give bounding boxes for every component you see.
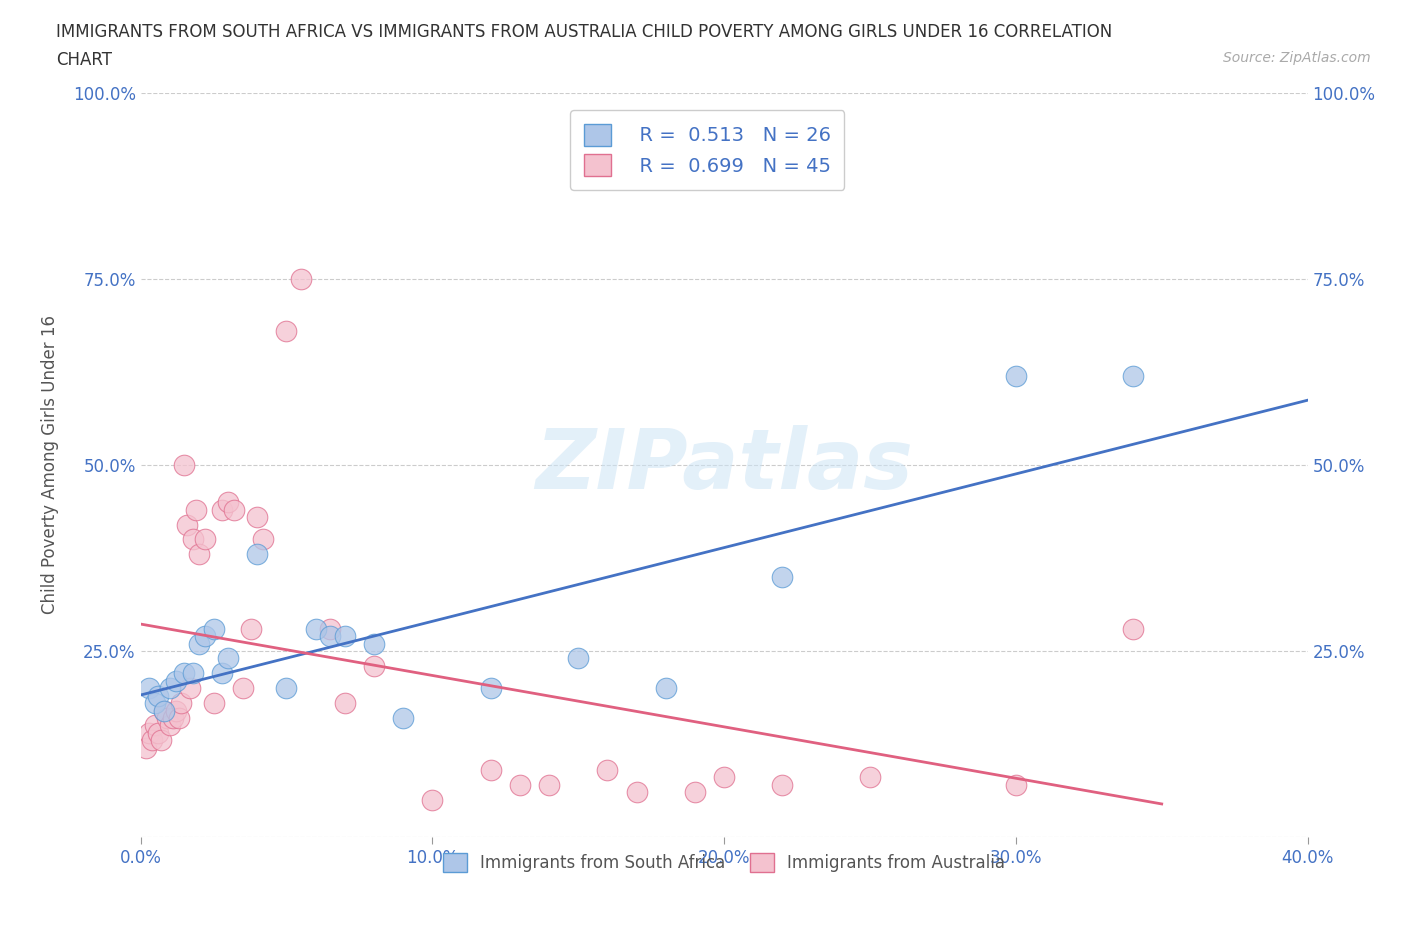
Point [290,272,312,286]
Point [538,777,561,792]
Point [135,740,157,755]
Text: IMMIGRANTS FROM SOUTH AFRICA VS IMMIGRANTS FROM AUSTRALIA CHILD POVERTY AMONG GI: IMMIGRANTS FROM SOUTH AFRICA VS IMMIGRAN… [56,23,1112,41]
Point [232,681,254,696]
Point [422,792,444,807]
Point [194,629,217,644]
Point [165,673,187,688]
Point [596,763,619,777]
Point [211,502,233,517]
Point [509,777,531,792]
Text: ZIPatlas: ZIPatlas [536,424,912,506]
Text: CHART: CHART [56,51,112,69]
Point [188,547,211,562]
Point [333,696,356,711]
Point [392,711,415,725]
Point [363,636,385,651]
Point [194,532,217,547]
Point [165,703,187,718]
Point [713,770,735,785]
Point [159,718,181,733]
Point [319,621,342,636]
Point [141,733,163,748]
Point [1122,621,1144,636]
Point [246,547,269,562]
Point [188,636,211,651]
Point [240,621,263,636]
Point [363,658,385,673]
Point [138,725,160,740]
Point [1122,368,1144,383]
Point [222,502,245,517]
Y-axis label: Child Poverty Among Girls Under 16: Child Poverty Among Girls Under 16 [41,315,59,615]
Point [479,681,502,696]
Point [167,711,190,725]
Text: Source: ZipAtlas.com: Source: ZipAtlas.com [1223,51,1371,65]
Point [156,711,179,725]
Point [252,532,274,547]
Point [162,711,184,725]
Point [276,681,298,696]
Point [143,696,166,711]
Point [181,532,204,547]
Point [202,621,225,636]
Point [626,785,648,800]
Point [772,569,794,584]
Point [1005,777,1028,792]
Point [333,629,356,644]
Point [246,510,269,525]
Point [176,517,198,532]
Point [170,696,193,711]
Point [181,666,204,681]
Point [567,651,589,666]
Point [683,785,706,800]
Point [319,629,342,644]
Point [276,324,298,339]
Point [150,733,173,748]
Point [179,681,201,696]
Point [173,458,195,472]
Point [159,681,181,696]
Point [173,666,195,681]
Point [655,681,678,696]
Point [138,681,160,696]
Point [217,651,239,666]
Point [217,495,239,510]
Legend: Immigrants from South Africa, Immigrants from Australia: Immigrants from South Africa, Immigrants… [434,844,1014,881]
Point [211,666,233,681]
Point [772,777,794,792]
Point [1005,368,1028,383]
Point [146,688,169,703]
Point [859,770,882,785]
Point [143,718,166,733]
Point [202,696,225,711]
Point [153,703,176,718]
Point [479,763,502,777]
Point [305,621,328,636]
Point [184,502,207,517]
Point [153,703,176,718]
Point [146,725,169,740]
